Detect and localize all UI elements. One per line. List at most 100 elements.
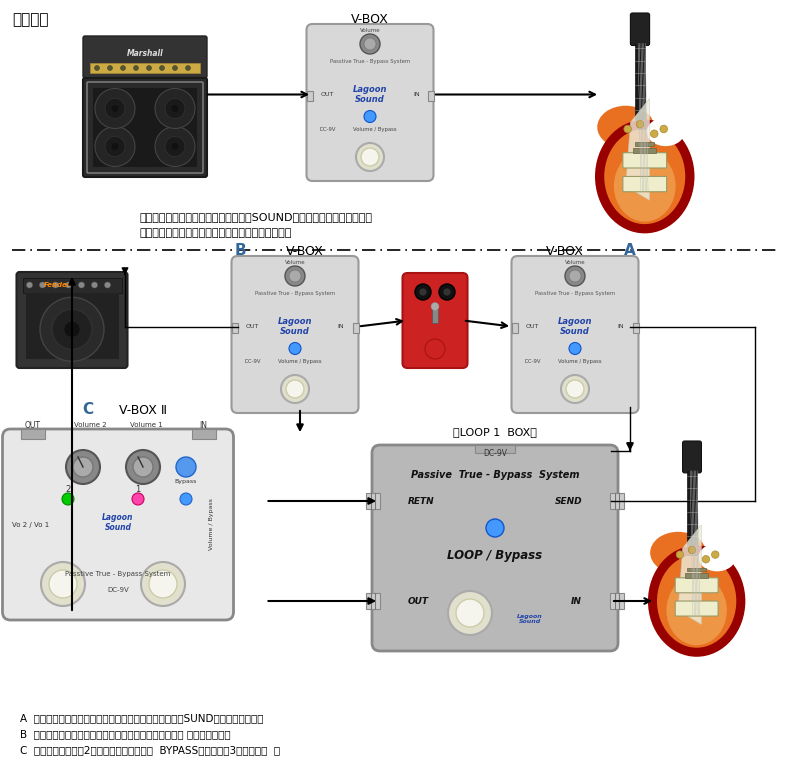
Circle shape [66,282,71,288]
Circle shape [415,284,431,300]
Circle shape [155,88,195,129]
Circle shape [456,599,484,627]
Circle shape [419,288,427,296]
Circle shape [159,66,164,71]
Ellipse shape [614,150,676,222]
Ellipse shape [597,105,654,149]
Circle shape [73,457,93,477]
Polygon shape [678,525,701,625]
Text: LOOP / Bypass: LOOP / Bypass [447,549,542,563]
Circle shape [64,322,80,337]
Text: V-BOX: V-BOX [546,245,584,258]
Circle shape [133,66,139,71]
Circle shape [26,282,33,288]
Bar [685,574,708,578]
Bar [634,148,656,153]
Circle shape [289,270,301,282]
Circle shape [443,288,451,296]
Circle shape [111,143,119,150]
FancyBboxPatch shape [372,445,618,651]
Circle shape [141,562,185,606]
Circle shape [171,143,179,150]
Ellipse shape [653,550,741,653]
Circle shape [356,143,384,171]
Circle shape [66,450,100,484]
Circle shape [364,111,376,122]
Text: 1: 1 [136,484,140,494]
Text: Volume / Bypass: Volume / Bypass [558,359,602,364]
Text: Vo 2 / Vo 1: Vo 2 / Vo 1 [12,522,49,528]
Text: IN: IN [571,597,582,605]
Circle shape [132,493,144,505]
Text: V-BOX Ⅱ: V-BOX Ⅱ [119,404,167,417]
Circle shape [650,130,658,137]
Text: Volume 2: Volume 2 [74,422,106,428]
Circle shape [176,457,196,477]
Circle shape [41,562,85,606]
Circle shape [155,126,195,167]
Circle shape [173,66,178,71]
Bar [22,278,121,293]
Bar [90,63,200,73]
Text: Bypass: Bypass [174,478,197,484]
Bar [633,322,638,332]
Circle shape [569,343,581,354]
Text: Volume / Bypass: Volume / Bypass [278,359,322,364]
Text: B: B [234,243,246,258]
Circle shape [149,570,177,598]
Circle shape [94,66,99,71]
Ellipse shape [646,118,684,146]
Circle shape [286,380,304,398]
Bar [25,293,118,359]
Text: 通常使用: 通常使用 [12,12,48,27]
Circle shape [660,126,668,133]
Text: Volume 1: Volume 1 [129,422,163,428]
Circle shape [676,551,684,558]
FancyBboxPatch shape [2,429,233,620]
FancyBboxPatch shape [403,273,468,368]
Text: Lagoon
Sound: Lagoon Sound [102,513,134,532]
Circle shape [186,66,190,71]
Text: Marshall: Marshall [127,49,163,57]
FancyBboxPatch shape [83,78,207,177]
Text: Volume / Bypass: Volume / Bypass [353,127,396,132]
Text: V-BOX: V-BOX [351,13,389,26]
Circle shape [281,375,309,403]
FancyBboxPatch shape [307,24,434,181]
Bar [688,567,706,571]
Bar [366,593,380,609]
Circle shape [565,266,585,286]
Text: B  位置は通常使用で、音量調節したい場合におすすめの 位置になります: B 位置は通常使用で、音量調節したい場合におすすめの 位置になります [20,729,231,739]
Circle shape [147,66,151,71]
Text: Lagoon
Sound: Lagoon Sound [353,84,387,104]
Circle shape [360,34,380,54]
Bar [475,445,515,453]
Bar [191,429,216,439]
Text: OUT: OUT [526,324,539,329]
Ellipse shape [699,543,736,571]
FancyBboxPatch shape [675,601,718,616]
Bar [307,91,312,101]
Text: RETN: RETN [408,497,435,505]
Bar [635,143,654,146]
Circle shape [180,493,192,505]
Bar [635,43,645,129]
FancyBboxPatch shape [675,578,718,593]
Text: OUT: OUT [25,421,40,429]
Bar [21,429,44,439]
Text: C  により音量調節が2プリセットできます（  BYPASSを入れると3ポジション  ）: C により音量調節が2プリセットできます（ BYPASSを入れると3ポジション … [20,745,280,755]
Bar [353,322,358,332]
Text: DC-9V: DC-9V [107,587,129,593]
Circle shape [105,98,125,119]
Circle shape [91,282,98,288]
Text: Lagoon
Sound: Lagoon Sound [557,317,592,336]
Text: Passtive True - Bypass System: Passtive True - Bypass System [255,291,335,297]
Text: Passtive True - Bypass System: Passtive True - Bypass System [330,60,410,64]
Circle shape [52,282,59,288]
Circle shape [431,302,439,311]
Circle shape [285,266,305,286]
Polygon shape [626,98,649,200]
Text: ギター側で音量調節することにより、SOUNDのニュアンスが変わります: ギター側で音量調節することにより、SOUNDのニュアンスが変わります [140,212,373,222]
Text: V-BOX: V-BOX [286,245,324,258]
Text: Passive  True - Bypass  System: Passive True - Bypass System [411,470,579,480]
